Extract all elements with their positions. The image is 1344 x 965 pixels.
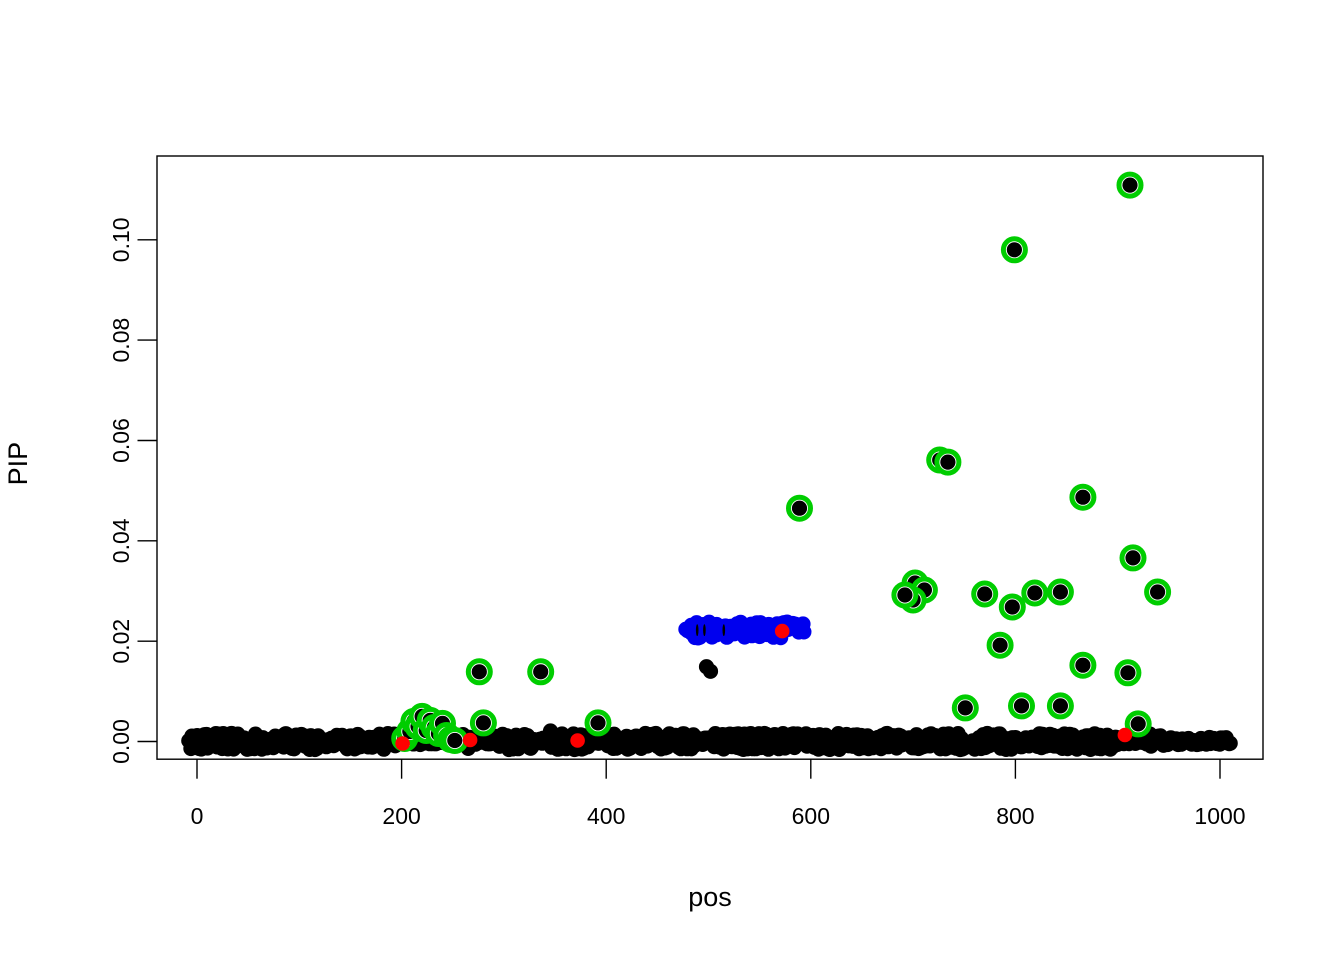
svg-text:0: 0 (191, 803, 204, 829)
svg-text:600: 600 (792, 803, 830, 829)
svg-text:0.00: 0.00 (108, 719, 134, 764)
svg-text:pos: pos (688, 882, 732, 912)
svg-text:0.02: 0.02 (108, 619, 134, 664)
svg-text:0.06: 0.06 (108, 418, 134, 463)
svg-text:0.04: 0.04 (108, 518, 134, 563)
svg-text:1000: 1000 (1194, 803, 1245, 829)
svg-text:0.08: 0.08 (108, 318, 134, 363)
svg-text:0.10: 0.10 (108, 217, 134, 262)
svg-text:200: 200 (382, 803, 420, 829)
svg-text:400: 400 (587, 803, 625, 829)
svg-text:800: 800 (996, 803, 1034, 829)
svg-text:PIP: PIP (3, 442, 33, 486)
